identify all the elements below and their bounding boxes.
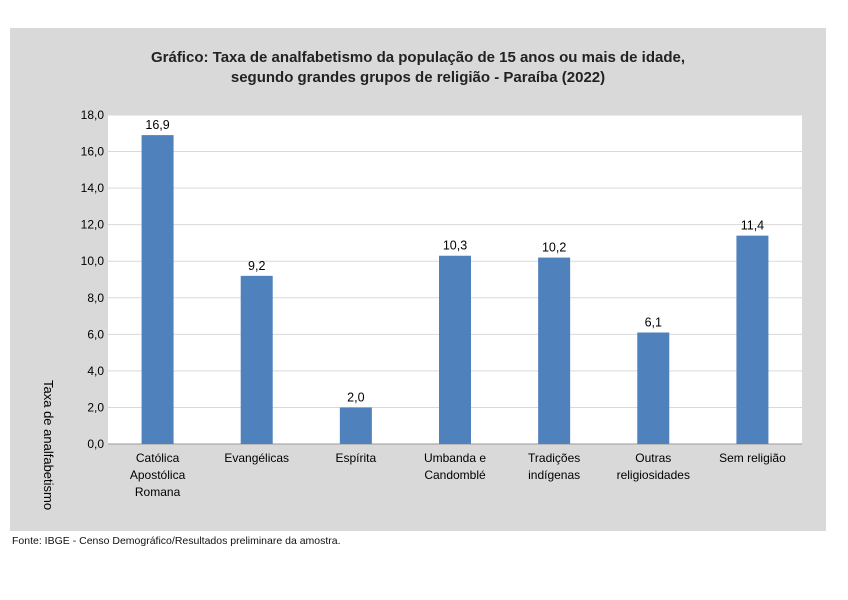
source-note: Fonte: IBGE - Censo Demográfico/Resultad… [12,535,341,547]
data-label: 10,3 [443,239,467,253]
y-tick-label: 12,0 [81,218,105,232]
category-label: indígenas [528,468,580,482]
y-tick-label: 14,0 [81,181,105,195]
chart-panel: Gráfico: Taxa de analfabetismo da popula… [10,28,826,531]
y-tick-label: 16,0 [81,145,105,159]
category-label: Espírita [336,451,377,465]
bar [339,407,372,444]
category-label: Tradições [528,451,580,465]
category-label: Candomblé [424,468,486,482]
bar [439,255,471,444]
bar [538,257,571,444]
y-tick-label: 2,0 [87,400,104,414]
category-label: Sem religião [719,451,786,465]
y-tick-label: 4,0 [87,364,104,378]
category-label: Romana [135,485,181,499]
bar [736,235,769,444]
bar [240,275,273,444]
y-tick-label: 10,0 [81,254,105,268]
bar-chart: 0,0 2,0 4,0 6,0 8,0 10,0 12,0 14,0 16,0 18,0 16,9 C… [41,108,802,510]
data-label: 6,1 [645,316,662,330]
chart-title-line-1: Gráfico: Taxa de analfabetismo da popula… [150,49,686,66]
y-tick-label: 8,0 [87,291,104,305]
data-label: 9,2 [248,259,265,273]
y-tick-label: 0,0 [87,437,104,451]
category-label: Evangélicas [224,451,289,465]
y-tick-label: 18,0 [81,108,105,122]
bar [637,332,670,444]
data-label: 10,2 [542,241,566,255]
data-label: 2,0 [347,390,364,404]
y-axis-label: Taxa de analfabetismo [41,380,56,510]
category-label: Umbanda e [424,451,486,465]
y-tick-label: 6,0 [87,327,104,341]
category-label: Apostólica [130,468,186,482]
data-label: 16,9 [145,118,169,132]
category-label: religiosidades [617,468,690,482]
category-label: Outras [635,451,671,465]
chart-title-line-2: segundo grandes grupos de religião - Par… [230,69,606,86]
category-label: Católica [136,451,180,465]
chart-title: Gráfico: Taxa de analfabetismo da popula… [10,48,826,88]
data-label: 11,4 [741,219,764,233]
bar [141,135,174,444]
